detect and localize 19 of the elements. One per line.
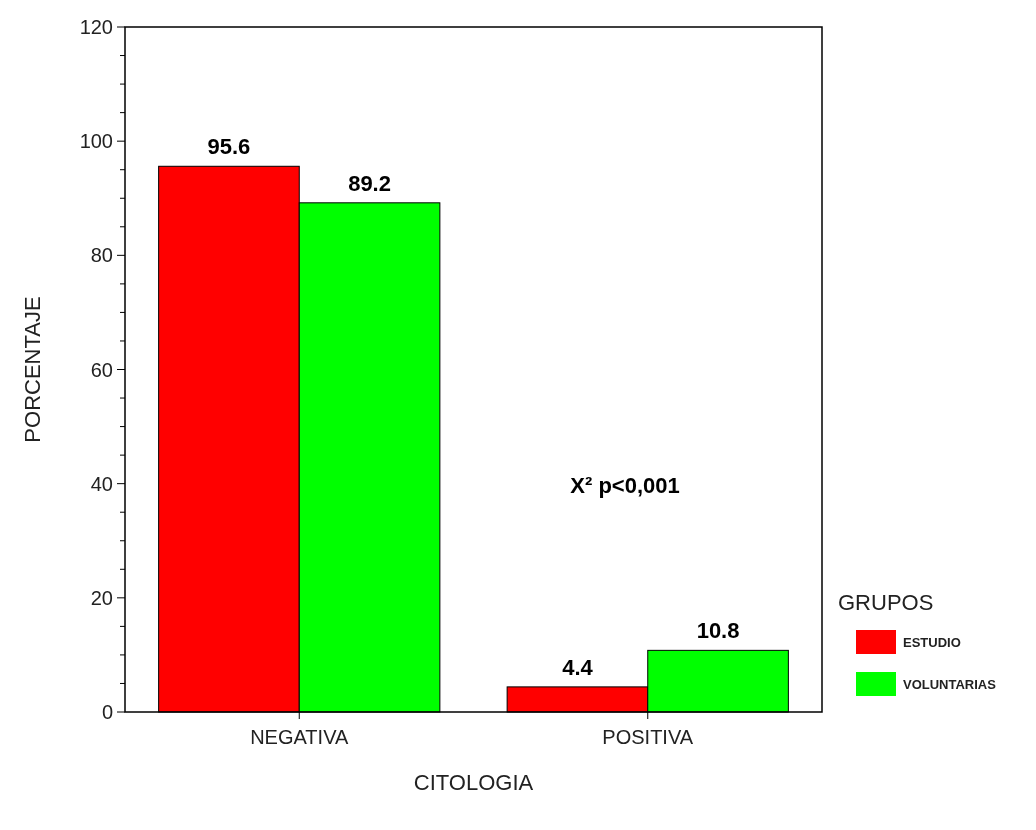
y-tick-label: 20 — [90, 586, 113, 609]
x-tick-label: NEGATIVA — [250, 726, 349, 748]
data-label: 89.2 — [348, 170, 391, 196]
data-label: 4.4 — [562, 654, 594, 680]
y-tick-label: 80 — [90, 244, 113, 267]
x-tick-label: POSITIVA — [602, 726, 694, 748]
y-tick-label: 0 — [101, 701, 113, 723]
legend-label: ESTUDIO — [903, 634, 961, 650]
data-label: 10.8 — [696, 618, 740, 644]
y-tick-label: 120 — [79, 16, 113, 38]
y-tick-label: 100 — [79, 130, 113, 153]
y-tick-label: 60 — [90, 358, 113, 381]
x-axis-title: CITOLOGIA — [413, 770, 534, 795]
y-tick-label: 40 — [90, 472, 113, 495]
legend-title: GRUPOS — [838, 590, 934, 615]
annotation: X² p<0,001 — [570, 473, 680, 498]
y-axis-title: PORCENTAJE — [20, 296, 45, 443]
legend-label: VOLUNTARIAS — [903, 676, 997, 692]
data-label: 95.6 — [207, 134, 251, 160]
